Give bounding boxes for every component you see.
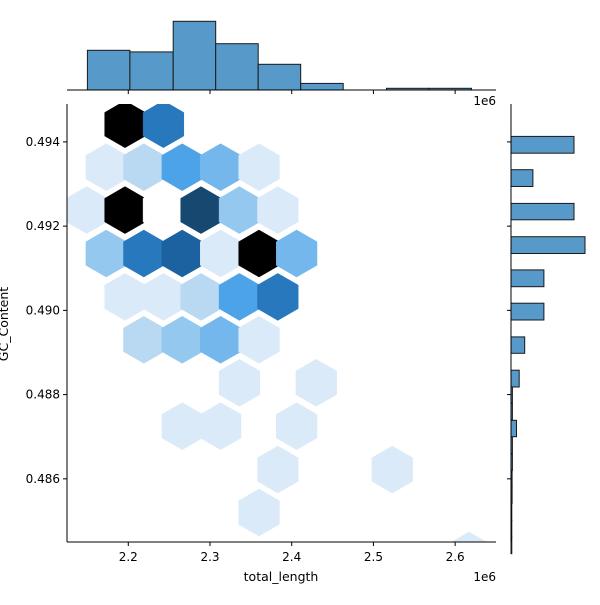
right-hist-bar-24 xyxy=(510,135,575,154)
hexbin-28 xyxy=(218,359,261,407)
right-hist-bar-18 xyxy=(510,236,586,254)
right-hist-bar-22 xyxy=(510,169,534,187)
top-hist-bar-2 xyxy=(172,20,217,91)
y-axis-title: GC_Content xyxy=(0,287,11,361)
hexbin-34 xyxy=(371,445,413,494)
y-tick-label-2: 0.490 xyxy=(26,303,60,317)
top-hist-bar-1 xyxy=(129,51,174,91)
right-hist-bar-10 xyxy=(510,369,520,388)
y-tick-label-3: 0.492 xyxy=(26,219,60,233)
hexbin-32 xyxy=(276,402,318,450)
top-hist-bar-5 xyxy=(300,82,344,91)
top-hist-bar-3 xyxy=(215,43,259,91)
hexbin-18 xyxy=(276,229,318,278)
axes: 2.2 2.3 2.4 2.5 2.6 0.486 0.488 0.490 0.492 0.494 xyxy=(26,89,512,564)
hexbin-36 xyxy=(451,531,487,542)
hexbin-29 xyxy=(295,359,337,407)
y-tick-label-1: 0.488 xyxy=(26,388,60,402)
x-tick-label-2: 2.4 xyxy=(282,550,301,564)
right-hist-bar-14 xyxy=(510,302,545,321)
hexbin-12 xyxy=(257,186,299,234)
x-tick-label-4: 2.6 xyxy=(446,550,465,564)
x-axis-title: total_length xyxy=(244,569,319,584)
hexbin-35 xyxy=(238,488,280,537)
right-hist-bar-16 xyxy=(510,269,545,288)
right-hist-bar-12 xyxy=(510,336,526,354)
top-hist-bar-0 xyxy=(86,49,131,91)
hexbin-27 xyxy=(238,316,280,364)
hexbin-6 xyxy=(238,143,280,191)
y-tick-label-4: 0.494 xyxy=(26,135,60,149)
top-marginal-histogram xyxy=(86,20,472,91)
joint-plot-area xyxy=(67,104,487,542)
x-axis-offset-label: 1e6 xyxy=(473,570,496,584)
top-hist-bar-4 xyxy=(257,63,302,91)
x-tick-label-0: 2.2 xyxy=(119,550,138,564)
hexbin-23 xyxy=(257,273,299,321)
right-hist-bar-7 xyxy=(510,419,517,438)
right-marginal-histogram xyxy=(510,135,586,555)
x-tick-label-1: 2.3 xyxy=(200,550,219,564)
x-tick-label-3: 2.5 xyxy=(364,550,383,564)
hexbin-1 xyxy=(142,104,185,148)
hexbin-31 xyxy=(200,402,242,450)
hexbin-33 xyxy=(257,445,299,494)
right-hist-bar-20 xyxy=(510,202,575,221)
y-tick-label-0: 0.486 xyxy=(26,472,60,486)
top-histogram-offset-label: 1e6 xyxy=(473,94,496,108)
